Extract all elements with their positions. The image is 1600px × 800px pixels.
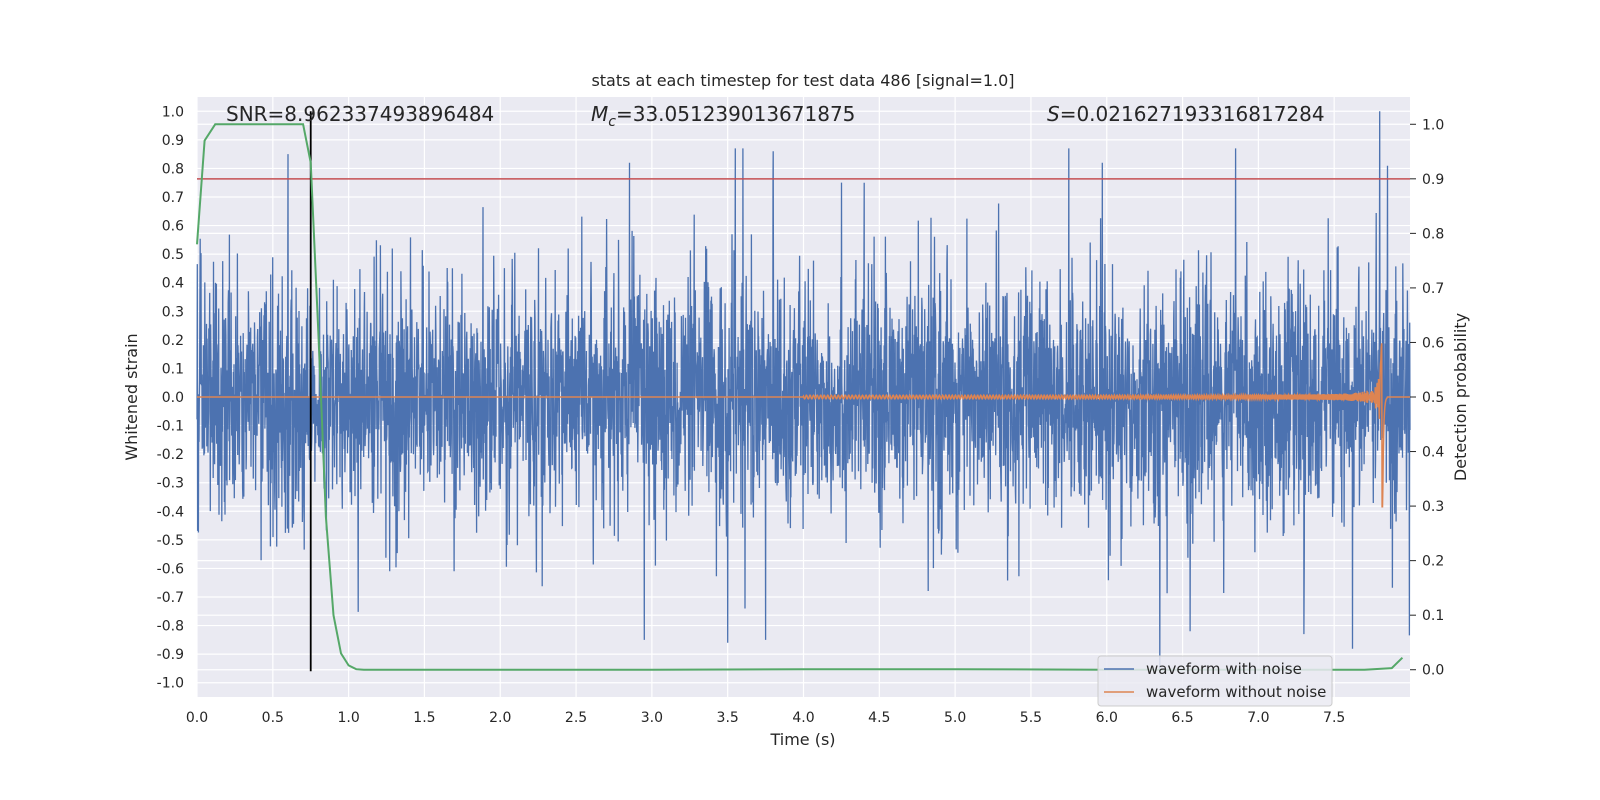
- waveform-with-noise-series: [196, 111, 1411, 672]
- y-tick-label: 0.0: [162, 390, 184, 406]
- x-tick-label: 3.0: [641, 710, 663, 726]
- s-statistic-annotation: S=0.021627193316817284: [1047, 102, 1325, 126]
- legend-label-clean: waveform without noise: [1146, 683, 1326, 701]
- x-tick-label: 2.0: [489, 710, 511, 726]
- right-tick-label: 0.3: [1422, 499, 1444, 515]
- s-statistic-value: =0.021627193316817284: [1060, 102, 1325, 126]
- y-tick-label: 0.1: [162, 361, 184, 377]
- y-tick-label: -0.5: [157, 533, 184, 549]
- y-tick-label: 0.2: [162, 333, 184, 349]
- x-axis: 0.0 0.5 1.0 1.5 2.0 2.5 3.0 3.5 4.0 4.5 5.0 5.5 6.0 6…: [186, 710, 1345, 726]
- right-tick-label: 1.0: [1422, 117, 1444, 133]
- x-tick-label: 6.0: [1096, 710, 1118, 726]
- y-tick-label: -0.1: [157, 419, 184, 435]
- y-tick-label: -0.8: [157, 619, 184, 635]
- x-tick-label: 1.0: [337, 710, 359, 726]
- x-tick-label: 2.5: [565, 710, 587, 726]
- right-tick-label: 0.9: [1422, 172, 1444, 188]
- y-tick-label: -0.7: [157, 590, 184, 606]
- x-tick-label: 4.0: [792, 710, 814, 726]
- y-axis-label-left: Whitened strain: [122, 333, 141, 460]
- x-axis-label: Time (s): [769, 730, 835, 749]
- chart-title: stats at each timestep for test data 486…: [591, 71, 1014, 90]
- x-tick-label: 0.0: [186, 710, 208, 726]
- chirp-mass-symbol: M: [591, 102, 608, 126]
- waveform-without-noise-series: [197, 343, 1410, 508]
- y-tick-label: -0.4: [157, 504, 184, 520]
- y-tick-label: 0.9: [162, 133, 184, 149]
- right-tick-label: 0.0: [1422, 663, 1444, 679]
- right-tick-label: 0.5: [1422, 390, 1444, 406]
- x-tick-label: 5.5: [1020, 710, 1042, 726]
- chirp-mass-value: =33.051239013671875: [616, 102, 855, 126]
- legend-label-noise: waveform with noise: [1146, 660, 1302, 678]
- x-tick-label: 4.5: [868, 710, 890, 726]
- y-tick-label: 0.7: [162, 190, 184, 206]
- x-tick-label: 0.5: [262, 710, 284, 726]
- x-tick-label: 3.5: [717, 710, 739, 726]
- right-y-axis: 1.0 0.9 0.8 0.7 0.6 0.5 0.4 0.3 0.2 0.1 0.0: [1410, 117, 1444, 679]
- y-tick-label: -0.6: [157, 561, 184, 577]
- x-tick-label: 7.5: [1323, 710, 1345, 726]
- right-tick-label: 0.7: [1422, 281, 1444, 297]
- y-tick-label: 0.8: [162, 161, 184, 177]
- chirp-mass-subscript: c: [608, 114, 616, 130]
- x-tick-label: 5.0: [944, 710, 966, 726]
- noisy-waveform-line: [196, 111, 1411, 672]
- y-tick-label: 0.5: [162, 247, 184, 263]
- y-tick-label: 0.3: [162, 304, 184, 320]
- x-tick-label: 1.5: [413, 710, 435, 726]
- legend: waveform with noise waveform without noi…: [1097, 655, 1333, 707]
- y-tick-label: 1.0: [162, 104, 184, 120]
- legend-box: [1097, 655, 1333, 707]
- chirp-mass-annotation: Mc=33.051239013671875: [591, 102, 855, 130]
- x-tick-label: 7.0: [1247, 710, 1269, 726]
- x-tick-label: 6.5: [1171, 710, 1193, 726]
- right-tick-label: 0.6: [1422, 335, 1444, 351]
- right-tick-label: 0.8: [1422, 226, 1444, 242]
- y-tick-label: -0.9: [157, 647, 184, 663]
- y-tick-label: -0.2: [157, 447, 184, 463]
- y-tick-label: -1.0: [157, 676, 184, 692]
- snr-annotation: SNR=8.962337493896484: [226, 102, 494, 126]
- left-y-axis: 1.0 0.9 0.8 0.7 0.6 0.5 0.4 0.3 0.2 0.1 0.0 -0.1 -0.…: [157, 104, 184, 691]
- right-tick-label: 0.1: [1422, 608, 1444, 624]
- clean-waveform-line: [197, 343, 1410, 508]
- right-tick-label: 0.2: [1422, 554, 1444, 570]
- y-tick-label: 0.4: [162, 276, 184, 292]
- s-statistic-symbol: S: [1047, 102, 1060, 126]
- right-tick-label: 0.4: [1422, 445, 1444, 461]
- y-axis-label-right: Detection probability: [1451, 313, 1470, 481]
- y-tick-label: -0.3: [157, 476, 184, 492]
- y-tick-label: 0.6: [162, 219, 184, 235]
